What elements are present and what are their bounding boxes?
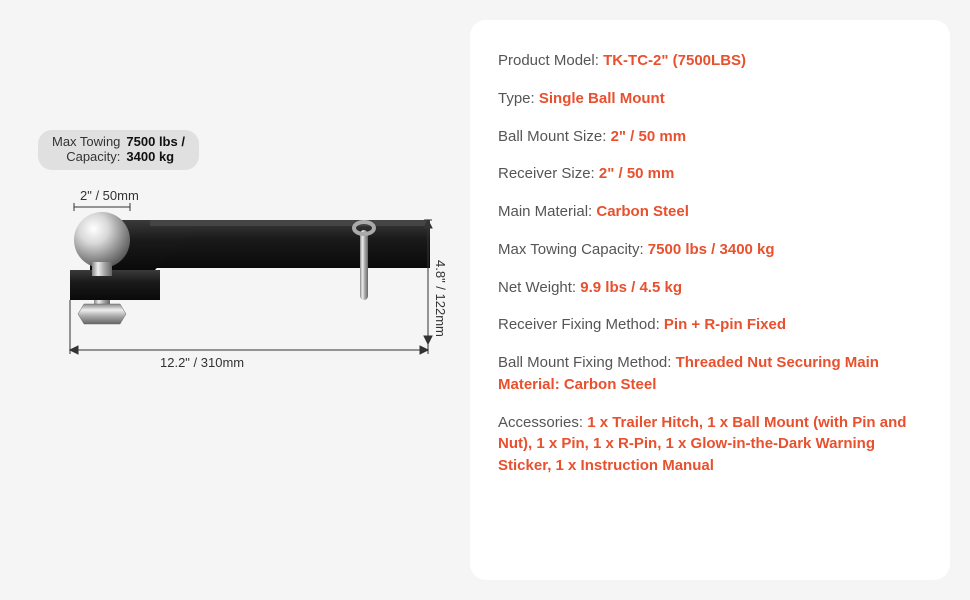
spec-label: Receiver Fixing Method: xyxy=(498,316,664,333)
spec-value: Single Ball Mount xyxy=(539,90,665,107)
towing-capacity-badge: Max Towing Capacity: 7500 lbs / 3400 kg xyxy=(38,130,199,170)
spec-label: Accessories: xyxy=(498,414,587,431)
spec-row: Receiver Size: 2" / 50 mm xyxy=(498,163,922,185)
spec-value: TK-TC-2" (7500LBS) xyxy=(603,52,746,69)
dimension-ball-size: 2" / 50mm xyxy=(80,188,139,203)
dimension-width: 12.2" / 310mm xyxy=(160,355,244,370)
spec-row: Type: Single Ball Mount xyxy=(498,88,922,110)
spec-label: Ball Mount Size: xyxy=(498,128,611,145)
spec-value: Pin + R-pin Fixed xyxy=(664,316,786,333)
product-illustration xyxy=(0,0,470,600)
spec-label: Ball Mount Fixing Method: xyxy=(498,354,676,371)
spec-row: Main Material: Carbon Steel xyxy=(498,201,922,223)
spec-row: Accessories: 1 x Trailer Hitch, 1 x Ball… xyxy=(498,412,922,477)
badge-label: Max Towing Capacity: xyxy=(52,135,120,165)
spec-label: Main Material: xyxy=(498,203,596,220)
spec-label: Net Weight: xyxy=(498,279,580,296)
dimension-height: 4.8" / 122mm xyxy=(433,260,448,337)
spec-label: Max Towing Capacity: xyxy=(498,241,648,258)
spec-row: Max Towing Capacity: 7500 lbs / 3400 kg xyxy=(498,239,922,261)
spec-row: Product Model: TK-TC-2" (7500LBS) xyxy=(498,50,922,72)
spec-row: Receiver Fixing Method: Pin + R-pin Fixe… xyxy=(498,314,922,336)
specifications-panel: Product Model: TK-TC-2" (7500LBS) Type: … xyxy=(470,20,950,580)
spec-row: Net Weight: 9.9 lbs / 4.5 kg xyxy=(498,277,922,299)
spec-value: Carbon Steel xyxy=(596,203,689,220)
spec-row: Ball Mount Fixing Method: Threaded Nut S… xyxy=(498,352,922,396)
spec-value: 2" / 50 mm xyxy=(599,165,674,182)
badge-value: 7500 lbs / 3400 kg xyxy=(126,135,185,165)
spec-value: 7500 lbs / 3400 kg xyxy=(648,241,775,258)
product-diagram-panel: Max Towing Capacity: 7500 lbs / 3400 kg … xyxy=(0,0,470,600)
spec-label: Receiver Size: xyxy=(498,165,599,182)
spec-value: 2" / 50 mm xyxy=(611,128,686,145)
spec-label: Product Model: xyxy=(498,52,603,69)
spec-row: Ball Mount Size: 2" / 50 mm xyxy=(498,126,922,148)
spec-value: 9.9 lbs / 4.5 kg xyxy=(580,279,682,296)
spec-label: Type: xyxy=(498,90,539,107)
